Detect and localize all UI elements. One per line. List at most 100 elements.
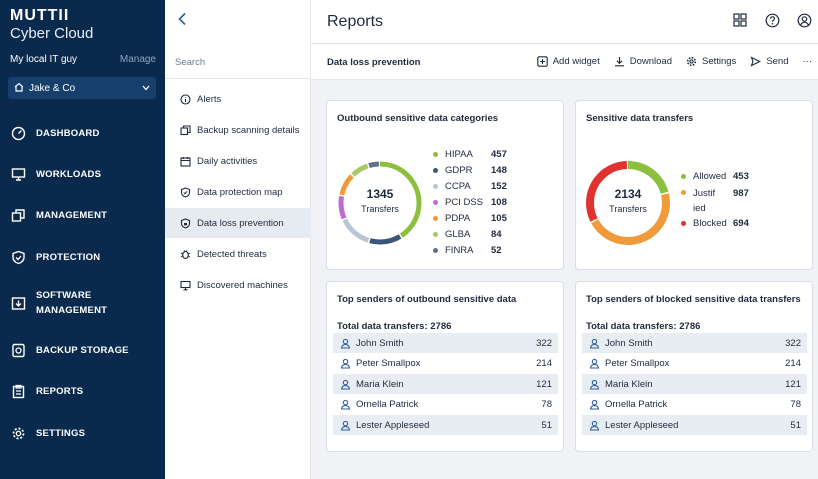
sender-row[interactable]: Peter Smallpox 214 bbox=[333, 354, 558, 374]
more-options-button[interactable]: ··· bbox=[803, 56, 813, 67]
report-item-daily-activities[interactable]: Daily activities bbox=[165, 146, 311, 176]
report-item-data-protection-map[interactable]: Data protection map bbox=[165, 177, 311, 207]
user-account-icon[interactable] bbox=[796, 12, 812, 28]
brand-subtitle: Cyber Cloud bbox=[10, 25, 94, 42]
sender-row[interactable]: Maria Klein 121 bbox=[582, 374, 807, 395]
legend-value: 84 bbox=[491, 229, 502, 240]
send-button[interactable]: Send bbox=[750, 56, 789, 67]
report-item-label: Discovered machines bbox=[197, 279, 288, 291]
sender-row[interactable]: Lester Appleseed 51 bbox=[333, 415, 558, 436]
report-title: Data loss prevention bbox=[327, 57, 421, 68]
total-transfers: Total data transfers: 2786 bbox=[586, 321, 701, 332]
add-widget-label: Add widget bbox=[552, 56, 600, 67]
nav-item-reports[interactable]: REPORTS bbox=[0, 371, 165, 411]
user-icon bbox=[339, 419, 351, 431]
donut-segment[interactable] bbox=[338, 161, 422, 245]
grid-icon[interactable] bbox=[732, 12, 748, 28]
help-icon[interactable] bbox=[764, 12, 780, 28]
sender-count: 214 bbox=[536, 358, 552, 370]
back-arrow-icon[interactable] bbox=[177, 10, 187, 31]
nav-item-dashboard[interactable]: DASHBOARD bbox=[0, 113, 165, 153]
shield-lock-icon bbox=[179, 217, 191, 229]
computer-icon bbox=[179, 279, 191, 291]
report-item-backup-scanning[interactable]: Backup scanning details bbox=[165, 115, 311, 145]
legend-value: 457 bbox=[491, 149, 507, 160]
report-item-discovered-machines[interactable]: Discovered machines bbox=[165, 270, 311, 300]
manage-link[interactable]: Manage bbox=[119, 54, 156, 65]
nav-label: DASHBOARD bbox=[36, 127, 100, 139]
sender-name: Lester Appleseed bbox=[356, 419, 430, 431]
tenant-selector[interactable]: Jake & Co bbox=[8, 77, 156, 99]
sender-row[interactable]: John Smith 322 bbox=[333, 333, 558, 353]
legend-dot bbox=[433, 200, 438, 205]
legend-name: GLBA bbox=[445, 229, 471, 240]
legend-name: Blocked bbox=[693, 218, 727, 229]
transfers-legend: Allowed 453 Justif ied 987 Blocked 694 bbox=[681, 169, 801, 239]
donut-segment[interactable] bbox=[338, 161, 422, 245]
sender-count: 322 bbox=[785, 337, 801, 349]
legend-dot bbox=[433, 152, 438, 157]
download-label: Download bbox=[629, 56, 672, 67]
sender-row[interactable]: Ornella Patrick 78 bbox=[582, 395, 807, 415]
report-item-detected-threats[interactable]: Detected threats bbox=[165, 239, 311, 269]
gear-icon bbox=[10, 425, 26, 441]
add-widget-button[interactable]: Add widget bbox=[536, 56, 600, 67]
sender-name: Maria Klein bbox=[356, 378, 404, 390]
search-input[interactable]: Search bbox=[175, 57, 206, 68]
page-header: Reports bbox=[311, 0, 818, 44]
donut-segment[interactable] bbox=[586, 161, 670, 245]
backup-scan-icon bbox=[179, 124, 191, 136]
donut-segment[interactable] bbox=[586, 161, 670, 245]
tenant-name: Jake & Co bbox=[29, 82, 76, 94]
download-icon bbox=[614, 56, 625, 67]
nav-item-management[interactable]: MANAGEMENT bbox=[0, 195, 165, 235]
legend-dot bbox=[433, 216, 438, 221]
card-title: Outbound sensitive data categories bbox=[337, 113, 499, 124]
report-item-alerts[interactable]: Alerts bbox=[165, 84, 311, 114]
gauge-icon bbox=[10, 125, 26, 141]
legend-name: Justif ied bbox=[693, 186, 733, 216]
send-label: Send bbox=[766, 56, 789, 67]
donut-segment[interactable] bbox=[338, 161, 422, 245]
donut-segment[interactable] bbox=[586, 161, 670, 245]
donut-center: 2134 Transfers bbox=[588, 187, 668, 214]
card-title: Top senders of blocked sensitive data tr… bbox=[586, 294, 801, 305]
sender-row[interactable]: Maria Klein 121 bbox=[333, 374, 558, 395]
chevron-down-icon bbox=[142, 83, 150, 93]
download-button[interactable]: Download bbox=[614, 56, 672, 67]
legend-value: 453 bbox=[733, 171, 749, 182]
nav-label: BACKUP STORAGE bbox=[36, 344, 129, 356]
legend-item: GLBA 84 bbox=[433, 229, 502, 240]
sender-row[interactable]: Ornella Patrick 78 bbox=[333, 395, 558, 415]
legend-dot bbox=[433, 248, 438, 253]
nav-label: PROTECTION bbox=[36, 251, 101, 263]
user-icon bbox=[588, 337, 600, 349]
brand-name: MUTTII bbox=[10, 7, 70, 24]
legend-item: FINRA 52 bbox=[433, 245, 502, 256]
settings-button[interactable]: Settings bbox=[686, 56, 736, 67]
categories-donut-chart bbox=[338, 161, 422, 245]
nav-item-backup-storage[interactable]: BACKUP STORAGE bbox=[0, 330, 165, 370]
nav-label: MANAGEMENT bbox=[36, 209, 108, 221]
legend-item: Allowed 453 bbox=[681, 171, 749, 182]
sender-count: 214 bbox=[785, 358, 801, 370]
report-item-label: Alerts bbox=[197, 93, 222, 105]
nav-item-workloads[interactable]: WORKLOADS bbox=[0, 154, 165, 194]
nav-item-software-management[interactable]: SOFTWARE MANAGEMENT bbox=[0, 283, 165, 323]
legend-value: 694 bbox=[733, 218, 749, 229]
sender-row[interactable]: Peter Smallpox 214 bbox=[582, 354, 807, 374]
report-item-data-loss-prevention[interactable]: Data loss prevention bbox=[165, 208, 311, 238]
sender-row[interactable]: John Smith 322 bbox=[582, 333, 807, 353]
legend-name: PCI DSS bbox=[445, 197, 484, 208]
nav-item-settings[interactable]: SETTINGS bbox=[0, 413, 165, 453]
card-title: Sensitive data transfers bbox=[586, 113, 694, 124]
sender-row[interactable]: Lester Appleseed 51 bbox=[582, 415, 807, 436]
nav-item-protection[interactable]: PROTECTION bbox=[0, 237, 165, 277]
monitor-icon bbox=[10, 166, 26, 182]
report-item-label: Data protection map bbox=[197, 186, 283, 198]
legend-value: 52 bbox=[491, 245, 502, 256]
sender-count: 121 bbox=[785, 378, 801, 390]
sensitive-transfers-card: Sensitive data transfers 2134 Transfers … bbox=[575, 100, 813, 270]
sender-count: 51 bbox=[541, 419, 552, 431]
send-icon bbox=[750, 56, 762, 67]
